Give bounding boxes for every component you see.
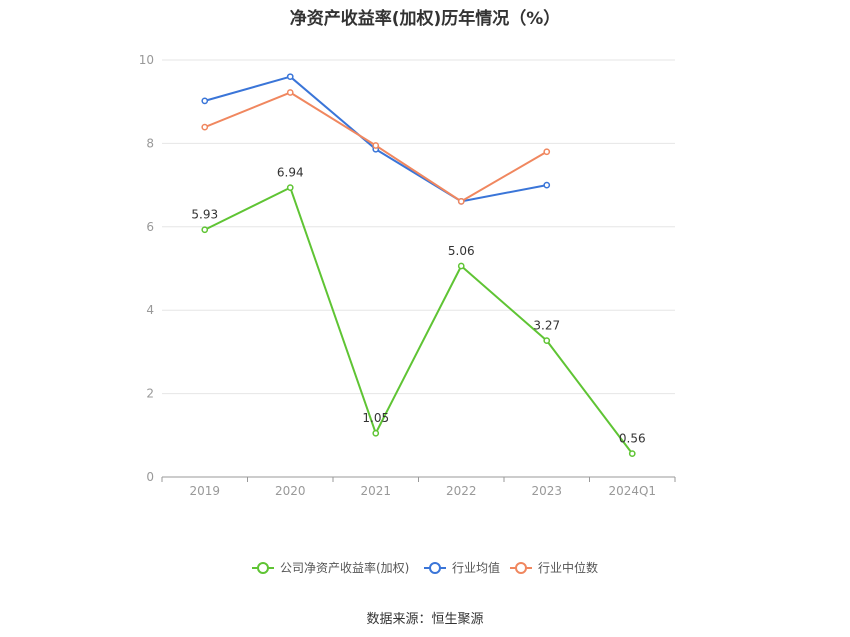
data-label-2021: 1.05 [362, 411, 389, 425]
series-2-point-2023 [543, 148, 551, 156]
x-tick-label-2019: 2019 [189, 484, 220, 498]
legend-label-0: 公司净资产收益率(加权) [280, 560, 409, 575]
legend-marker-2 [515, 562, 527, 574]
series-2-point-2019 [201, 123, 209, 131]
legend-label-1: 行业均值 [452, 560, 500, 575]
legend-label-2: 行业中位数 [538, 560, 598, 575]
series-0-point-2023 [543, 337, 551, 344]
series-0-point-2020 [286, 184, 294, 191]
legend-marker-0 [257, 562, 269, 574]
y-tick-label-2: 2 [146, 387, 154, 401]
series-2-point-2021 [372, 142, 380, 149]
series-0-point-2024Q1 [628, 450, 636, 457]
data-label-2022: 5.06 [448, 244, 475, 258]
data-label-2024Q1: 0.56 [619, 432, 646, 446]
chart-title: 净资产收益率(加权)历年情况（%） [289, 9, 561, 29]
y-tick-label-6: 6 [146, 220, 154, 234]
y-tick-label-10: 10 [139, 53, 154, 67]
legend-marker-1 [429, 562, 441, 574]
series-2-point-2022 [457, 198, 465, 205]
data-label-2023: 3.27 [533, 319, 560, 333]
series-0-point-2019 [201, 226, 209, 234]
x-tick-label-2024Q1: 2024Q1 [608, 484, 656, 498]
y-tick-label-4: 4 [146, 303, 154, 317]
series-1-point-2019 [201, 97, 209, 105]
x-tick-label-2023: 2023 [531, 484, 562, 498]
data-source: 数据来源：恒生聚源 [366, 612, 484, 627]
data-label-2020: 6.94 [277, 166, 304, 180]
x-tick-label-2022: 2022 [446, 484, 477, 498]
series-0-point-2021 [372, 429, 380, 437]
data-label-2019: 5.93 [191, 208, 218, 222]
series-line-0 [204, 186, 634, 455]
y-tick-label-8: 8 [146, 136, 154, 150]
series-1-point-2020 [286, 73, 294, 81]
series-2-point-2020 [286, 89, 294, 96]
x-tick-label-2020: 2020 [275, 484, 306, 498]
x-tick-label-2021: 2021 [360, 484, 391, 498]
y-tick-label-0: 0 [146, 470, 154, 484]
series-1-point-2023 [543, 181, 551, 189]
series-0-point-2022 [457, 262, 465, 270]
